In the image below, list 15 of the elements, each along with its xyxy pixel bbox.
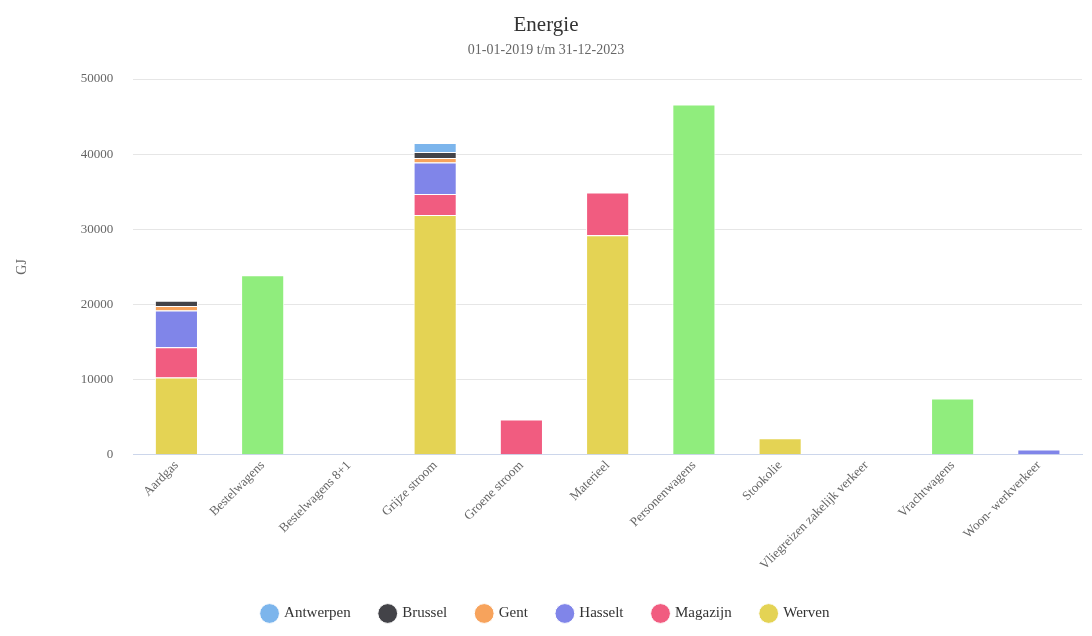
y-axis-title: GJ [14, 258, 30, 275]
y-tick-label: 40000 [80, 145, 114, 161]
y-tick-label: 50000 [80, 70, 114, 86]
legend-label: Hasselt [579, 604, 625, 621]
y-tick-label: 30000 [80, 220, 114, 236]
legend-label: Werven [783, 604, 830, 621]
y-tick-label: 20000 [80, 295, 114, 311]
chart-subtitle: 01-01-2019 t/m 31-12-2023 [467, 42, 625, 58]
legend-label: Antwerpen [284, 604, 352, 621]
legend-label: Gent [498, 604, 529, 621]
y-tick-label: 10000 [80, 371, 114, 387]
y-tick-label: 0 [106, 446, 114, 462]
chart-title: Energie [513, 12, 579, 37]
legend-label: Magazijn [675, 604, 733, 621]
legend-label: Brussel [402, 604, 448, 621]
